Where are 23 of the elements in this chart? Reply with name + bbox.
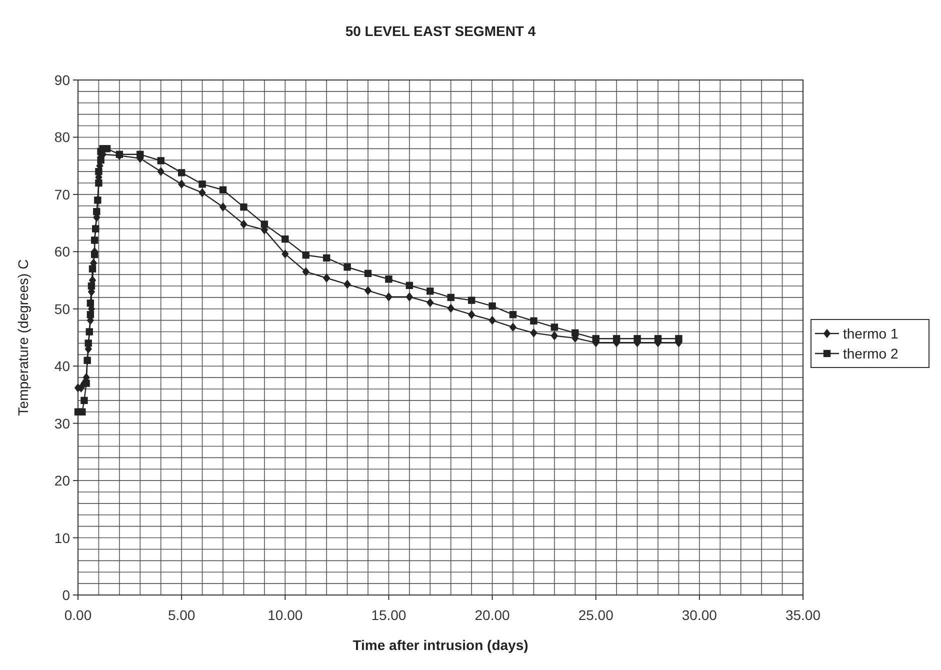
chart-title: 50 LEVEL EAST SEGMENT 4: [345, 23, 536, 39]
y-tick-label: 80: [54, 129, 70, 146]
x-tick-label: 25.00: [578, 607, 614, 623]
x-tick-label: 15.00: [371, 607, 406, 623]
y-tick-label: 30: [54, 415, 70, 432]
x-tick-label: 5.00: [168, 607, 196, 623]
legend-label: thermo 2: [843, 346, 898, 362]
legend-label: thermo 1: [843, 326, 898, 342]
x-tick-label: 35.00: [785, 607, 821, 623]
x-tick-label: 0.00: [64, 607, 92, 623]
x-tick-label: 10.00: [268, 607, 303, 623]
y-tick-label: 50: [54, 300, 70, 317]
x-tick-label: 30.00: [682, 607, 718, 623]
y-tick-label: 60: [54, 244, 70, 260]
x-axis-title: Time after intrusion (days): [352, 637, 528, 653]
y-tick-label: 20: [54, 472, 70, 489]
y-tick-label: 40: [54, 358, 70, 374]
y-tick-label: 90: [54, 72, 70, 88]
y-tick-label: 70: [54, 186, 70, 202]
y-axis-title: Temperature (degrees) C: [15, 259, 31, 416]
y-tick-label: 10: [54, 530, 70, 546]
x-tick-label: 20.00: [474, 607, 510, 623]
y-tick-label: 0: [62, 587, 70, 603]
